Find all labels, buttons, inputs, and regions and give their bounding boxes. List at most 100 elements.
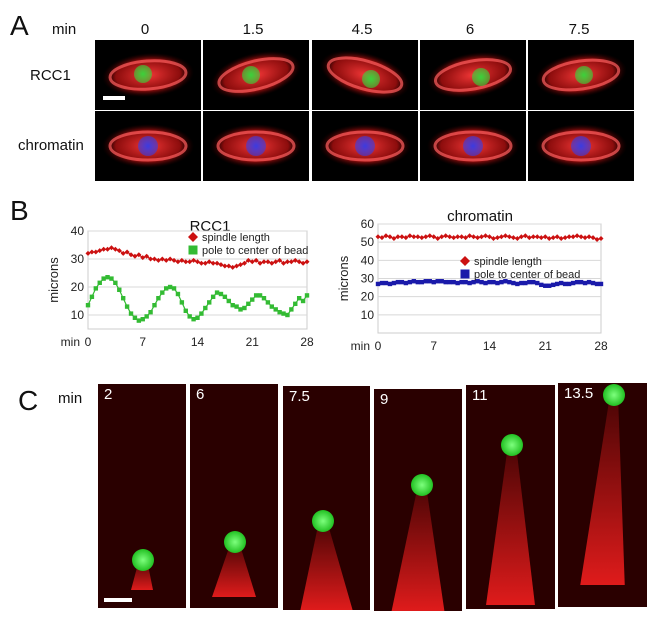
- data-point: [487, 234, 492, 240]
- chart-2-title: chromatin: [447, 208, 513, 225]
- data-point: [459, 234, 465, 240]
- data-point: [467, 280, 472, 286]
- data-point: [105, 246, 111, 252]
- y-tick-label: 50: [361, 235, 375, 249]
- data-point: [554, 234, 560, 240]
- data-point: [551, 282, 556, 288]
- data-point: [289, 307, 294, 312]
- data-point: [518, 234, 524, 240]
- data-point: [566, 234, 572, 240]
- bead-dot: [224, 531, 246, 553]
- panel-c-frame-5: 13.5: [558, 383, 647, 607]
- data-point: [214, 260, 220, 266]
- chart-chromatin: 10 20 30 40 50 60 0 7 14 21 28 min microns spindle le…: [336, 217, 608, 353]
- data-point: [479, 279, 484, 285]
- bead-dot: [603, 384, 625, 406]
- legend-marker: [460, 269, 470, 279]
- data-point: [304, 259, 310, 265]
- data-point: [226, 263, 232, 269]
- y-tick-label: 40: [71, 225, 85, 238]
- data-point: [257, 293, 263, 298]
- data-point: [285, 312, 290, 318]
- data-point: [230, 303, 235, 308]
- x-tick-label: 21: [539, 339, 553, 353]
- data-point: [93, 286, 99, 291]
- data-point: [195, 315, 200, 320]
- data-point: [269, 260, 275, 266]
- data-point: [207, 300, 212, 305]
- data-point: [191, 257, 197, 263]
- data-point: [439, 279, 444, 284]
- data-point: [403, 280, 409, 286]
- data-point: [226, 298, 231, 304]
- panel-c-frame-1: 6: [190, 384, 278, 608]
- data-point: [523, 280, 528, 286]
- panel-a-time-1: 1.5: [242, 21, 264, 38]
- data-point: [578, 234, 584, 240]
- panel-c-time-label: 9: [380, 391, 389, 408]
- data-point: [535, 280, 540, 286]
- data-point: [507, 279, 512, 285]
- legend-label: spindle length: [474, 256, 542, 268]
- data-point: [273, 307, 278, 312]
- data-point: [89, 249, 95, 255]
- micrograph-rcc1-3: [420, 40, 526, 110]
- data-point: [494, 235, 500, 241]
- data-point: [148, 310, 153, 315]
- bead-dot: [242, 66, 260, 84]
- data-point: [97, 280, 102, 285]
- data-point: [214, 290, 220, 295]
- data-point: [499, 279, 504, 285]
- data-point: [375, 281, 381, 287]
- data-point: [120, 250, 126, 256]
- data-point: [562, 235, 568, 241]
- data-point: [136, 252, 142, 258]
- data-point: [261, 296, 267, 301]
- microtubule-fan: [580, 395, 625, 585]
- scale-bar: [104, 598, 132, 602]
- data-point: [379, 280, 385, 286]
- data-point: [574, 233, 580, 239]
- data-point: [534, 234, 540, 240]
- panel-letter-a: A: [10, 10, 29, 41]
- bead-dot: [138, 136, 158, 156]
- data-point: [152, 303, 157, 308]
- data-point: [558, 280, 564, 286]
- data-point: [419, 235, 425, 241]
- legend-label: pole to center of bead: [474, 269, 580, 281]
- data-point: [415, 279, 421, 285]
- data-point: [403, 235, 409, 241]
- panel-c-time-unit: min: [58, 390, 83, 407]
- data-point: [253, 293, 259, 298]
- legend-marker: [188, 232, 198, 242]
- micrograph-chromatin-0: [95, 111, 201, 181]
- panel-a-time-2: 4.5: [351, 21, 373, 38]
- data-point: [375, 234, 381, 240]
- data-point: [234, 263, 240, 269]
- y-tick-label: 40: [361, 253, 375, 267]
- panel-letter-c: C: [18, 385, 39, 416]
- data-point: [423, 234, 429, 240]
- data-point: [427, 233, 433, 239]
- data-point: [479, 234, 485, 240]
- data-point: [288, 259, 294, 265]
- panel-c-time-label: 7.5: [289, 388, 310, 405]
- panel-a-time-unit: min: [52, 21, 77, 38]
- data-point: [238, 262, 244, 268]
- panel-a-time-0: 0: [140, 21, 150, 38]
- data-point: [187, 314, 192, 319]
- micrograph-chromatin-3: [420, 111, 526, 181]
- data-point: [277, 257, 283, 263]
- data-point: [292, 257, 298, 263]
- data-point: [101, 246, 107, 252]
- data-point: [391, 280, 397, 286]
- data-point: [542, 234, 548, 240]
- data-point: [171, 286, 177, 291]
- microtubule-fan: [212, 542, 256, 597]
- data-point: [487, 279, 492, 285]
- data-point: [202, 260, 208, 266]
- data-point: [586, 234, 592, 240]
- data-point: [498, 234, 504, 240]
- data-point: [253, 257, 259, 263]
- micrograph-chromatin-2: [312, 111, 418, 181]
